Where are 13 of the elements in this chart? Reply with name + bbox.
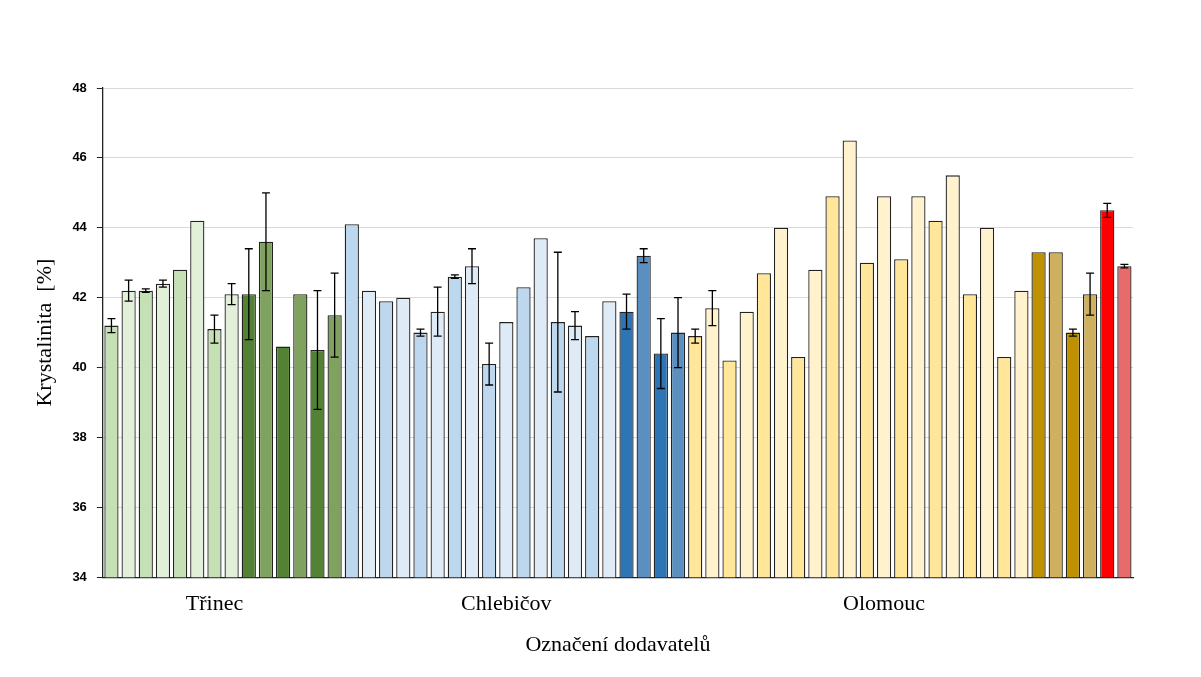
y-tick-label: 34 [72,568,88,584]
y-tick-label: 38 [72,429,87,445]
y-tick-label: 44 [72,219,88,235]
x-tick-label: Olomouc [843,590,926,616]
y-axis-title: Krystalinita [%] [30,258,56,407]
x-tick-label: Třinec [185,590,244,616]
x-tick-label: Chlebičov [461,590,552,616]
y-tick-label: 48 [72,79,87,95]
y-tick-label: 36 [72,498,87,514]
y-tick-label: 46 [72,149,87,165]
x-axis-title: Označení dodavatelů [525,630,711,656]
y-tick-label: 40 [72,359,87,375]
y-tick-label: 42 [72,289,87,305]
